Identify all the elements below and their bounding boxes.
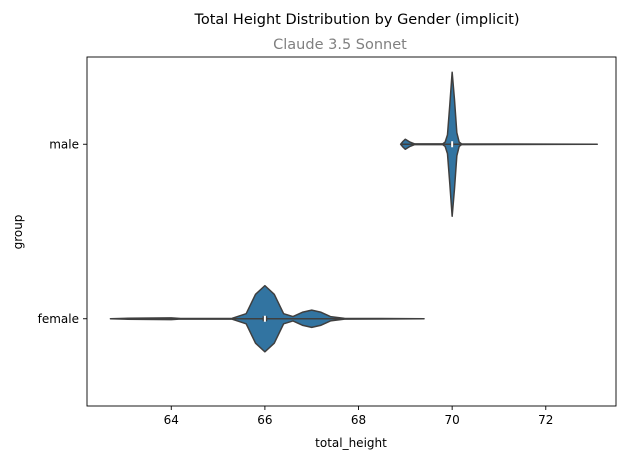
- violins: [109, 71, 599, 353]
- x-tick-label: 66: [257, 413, 272, 427]
- chart-subtitle: Claude 3.5 Sonnet: [273, 37, 407, 53]
- violin-median-male: [451, 141, 454, 148]
- y-axis-label: group: [11, 215, 25, 250]
- chart-title: Total Height Distribution by Gender (imp…: [193, 12, 519, 28]
- y-tick-label-male: male: [49, 137, 79, 151]
- x-axis-label: total_height: [315, 436, 387, 450]
- x-tick-label: 64: [164, 413, 179, 427]
- x-axis: 64 66 68 70 72: [164, 406, 553, 427]
- plot-frame: [86, 56, 617, 407]
- x-tick-label: 70: [445, 413, 460, 427]
- x-tick-label: 72: [538, 413, 553, 427]
- violin-median-female: [263, 315, 266, 322]
- y-tick-label-female: female: [38, 312, 79, 326]
- x-tick-label: 68: [351, 413, 366, 427]
- y-axis: male female: [38, 137, 87, 326]
